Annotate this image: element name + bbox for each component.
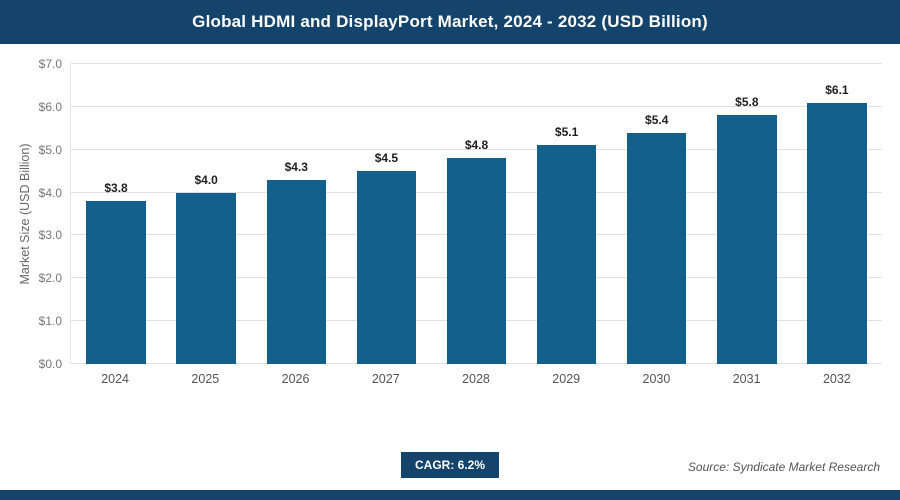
bar	[356, 171, 417, 364]
chart-title: Global HDMI and DisplayPort Market, 2024…	[192, 12, 708, 31]
x-tick-label: 2030	[642, 372, 671, 386]
source-credit: Source: Syndicate Market Research	[687, 460, 880, 474]
bar	[626, 132, 687, 364]
bar	[446, 158, 507, 364]
bar-value-label: $5.1	[554, 125, 579, 140]
x-tick-label: 2028	[462, 372, 490, 386]
y-axis-spacer	[15, 372, 70, 386]
y-tick-label: $7.0	[38, 57, 62, 71]
y-tick-label: $2.0	[38, 271, 62, 286]
bar	[176, 192, 236, 364]
y-tick-label: $1.0	[38, 314, 62, 329]
bar-group: $4.8	[431, 138, 521, 364]
y-tick-label: $4.0	[38, 185, 62, 200]
bar-group: $5.8	[702, 95, 792, 364]
cagr-badge: CAGR: 6.2%	[400, 452, 500, 478]
y-tick-label: $5.0	[38, 142, 62, 157]
gridline	[71, 105, 882, 107]
bar-value-label: $5.8	[735, 95, 759, 110]
bar-value-label: $6.1	[825, 82, 849, 97]
x-tick-label: 2026	[281, 372, 310, 386]
bar-group: $4.3	[251, 160, 341, 364]
bar-group: $3.8	[71, 181, 161, 364]
bar-value-label: $4.8	[464, 138, 489, 153]
bar-group: $5.1	[522, 125, 612, 364]
bar-value-label: $4.5	[374, 151, 399, 166]
bar-group: $4.5	[341, 151, 431, 364]
plot-row: $0.0 $1.0 $2.0 $3.0 $4.0 $5.0 $6.0 $7.0 $3.8 $4.…	[15, 57, 882, 371]
chart-header: Global HDMI and DisplayPort Market, 2024…	[0, 0, 900, 44]
y-axis: $0.0 $1.0 $2.0 $3.0 $4.0 $5.0 $6.0 $7.0	[15, 57, 70, 371]
bar	[536, 145, 597, 364]
bar	[266, 179, 326, 364]
gridline	[71, 63, 882, 64]
x-tick-label: 2025	[191, 372, 220, 386]
bar-series: $3.8 $4.0 $4.3 $4.5 $4.8 $5.1 $5.4 $5.8 $6.1	[71, 64, 882, 364]
x-axis: 2024 2025 2026 2027 2028 2029 2030 2031 2032	[15, 372, 882, 386]
x-tick-label: 2027	[371, 372, 400, 386]
y-tick-label: $0.0	[38, 357, 62, 371]
bar	[807, 102, 867, 364]
bar-value-label: $5.4	[645, 112, 669, 127]
x-tick-label: 2029	[552, 372, 581, 386]
y-tick-label: $6.0	[38, 99, 62, 114]
bar-group: $4.0	[161, 173, 251, 364]
bar-group: $5.4	[612, 113, 702, 364]
bar-group: $6.1	[792, 83, 882, 364]
x-tick-label: 2031	[732, 372, 761, 386]
gridline	[71, 148, 882, 150]
chart-body: $0.0 $1.0 $2.0 $3.0 $4.0 $5.0 $6.0 $7.0 $3.8 $4.…	[15, 57, 882, 386]
bar-value-label: $3.8	[104, 181, 128, 196]
plot-area: $3.8 $4.0 $4.3 $4.5 $4.8 $5.1 $5.4 $5.8 $6.1	[70, 63, 882, 364]
x-tick-label: 2032	[822, 372, 851, 386]
bottom-strip	[0, 490, 900, 500]
y-tick-label: $3.0	[38, 228, 62, 243]
bar	[717, 115, 777, 364]
x-tick-labels: 2024 2025 2026 2027 2028 2029 2030 2031 2032	[70, 372, 882, 386]
bar-value-label: $4.3	[284, 159, 308, 174]
bar	[86, 201, 146, 364]
bar-value-label: $4.0	[194, 172, 218, 187]
x-tick-label: 2024	[101, 372, 130, 386]
